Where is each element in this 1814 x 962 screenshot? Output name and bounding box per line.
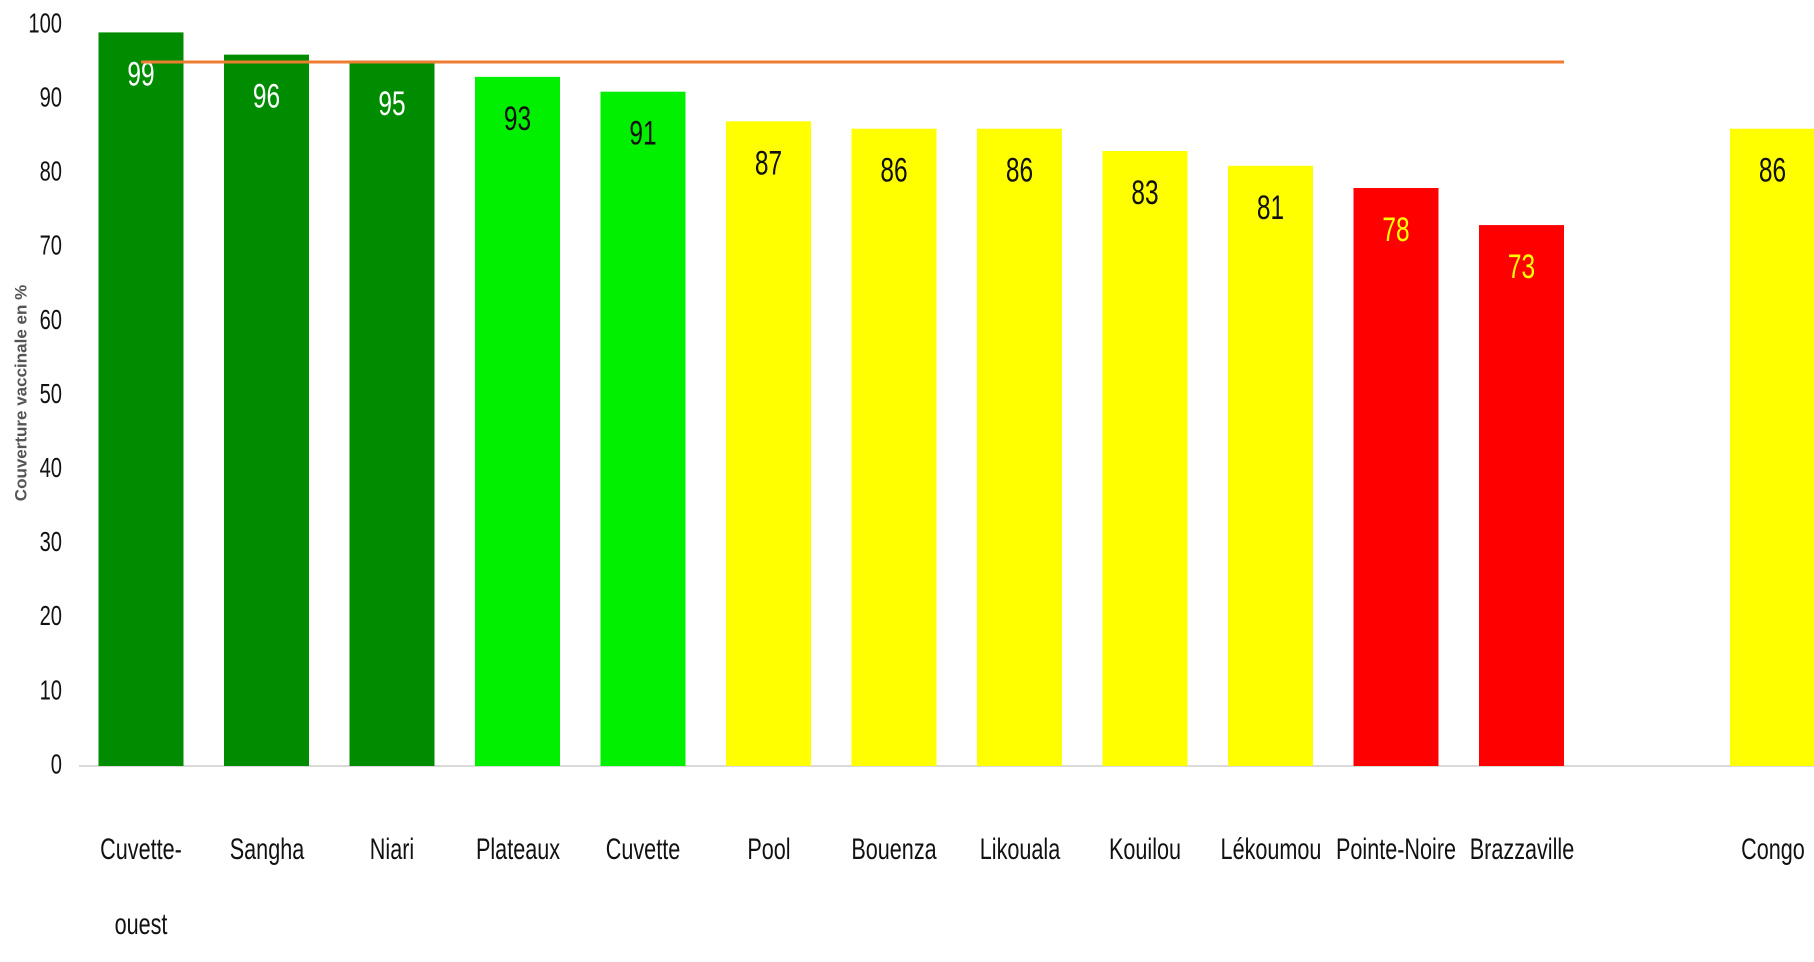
bar [851, 128, 937, 767]
y-axis-title: Couverture vaccinale en % [11, 285, 30, 501]
x-tick-label: Sangha [229, 833, 304, 866]
bar [349, 62, 435, 767]
x-tick-label: Pointe-Noire [1335, 833, 1457, 866]
x-tick-label: Cuvette [605, 833, 681, 866]
bar [98, 32, 184, 767]
bar [1479, 225, 1564, 766]
x-tick-label: Lékoumou [1220, 833, 1321, 866]
bar [726, 121, 811, 766]
value-label: 81 [1257, 189, 1284, 227]
bar [1353, 188, 1439, 766]
value-label: 86 [1759, 152, 1786, 190]
value-label: 86 [880, 152, 907, 190]
y-tick-label: 20 [40, 601, 62, 632]
x-tick-label: Likouala [979, 833, 1060, 866]
value-label: 86 [1006, 152, 1033, 190]
bar [224, 54, 309, 766]
x-tick-label: Pool [746, 833, 791, 866]
x-tick-label: Bouenza [851, 833, 937, 866]
x-tick-label: Niari [369, 833, 415, 866]
y-tick-label: 30 [40, 527, 62, 558]
y-tick-label: 10 [40, 675, 62, 706]
value-label: 78 [1382, 211, 1409, 249]
bar [600, 91, 686, 766]
value-label: 96 [253, 78, 280, 116]
y-tick-label: 60 [40, 305, 62, 336]
bar [475, 76, 560, 767]
bar [1102, 150, 1188, 767]
y-tick-label: 40 [40, 453, 62, 484]
x-tick-label: Kouilou [1108, 833, 1182, 866]
value-label: 73 [1508, 248, 1535, 286]
y-tick-label: 80 [40, 156, 62, 187]
x-tick-label: Cuvette-ouest [100, 833, 182, 941]
y-tick-label: 90 [40, 82, 62, 113]
x-tick-label: Plateaux [475, 833, 560, 866]
y-tick-label: 100 [28, 8, 62, 39]
value-label: 95 [378, 85, 405, 123]
y-tick-label: 70 [40, 231, 62, 262]
bar [1730, 128, 1814, 767]
value-label: 93 [504, 100, 531, 138]
bar [1228, 165, 1313, 767]
y-tick-label: 50 [40, 379, 62, 410]
value-label: 87 [755, 144, 782, 182]
bar [977, 128, 1062, 767]
value-label: 91 [629, 115, 656, 153]
value-label: 83 [1131, 174, 1158, 212]
x-tick-label: Brazzaville [1469, 833, 1574, 866]
x-tick-label: Congo [1740, 833, 1805, 866]
y-tick-label: 0 [51, 749, 62, 780]
